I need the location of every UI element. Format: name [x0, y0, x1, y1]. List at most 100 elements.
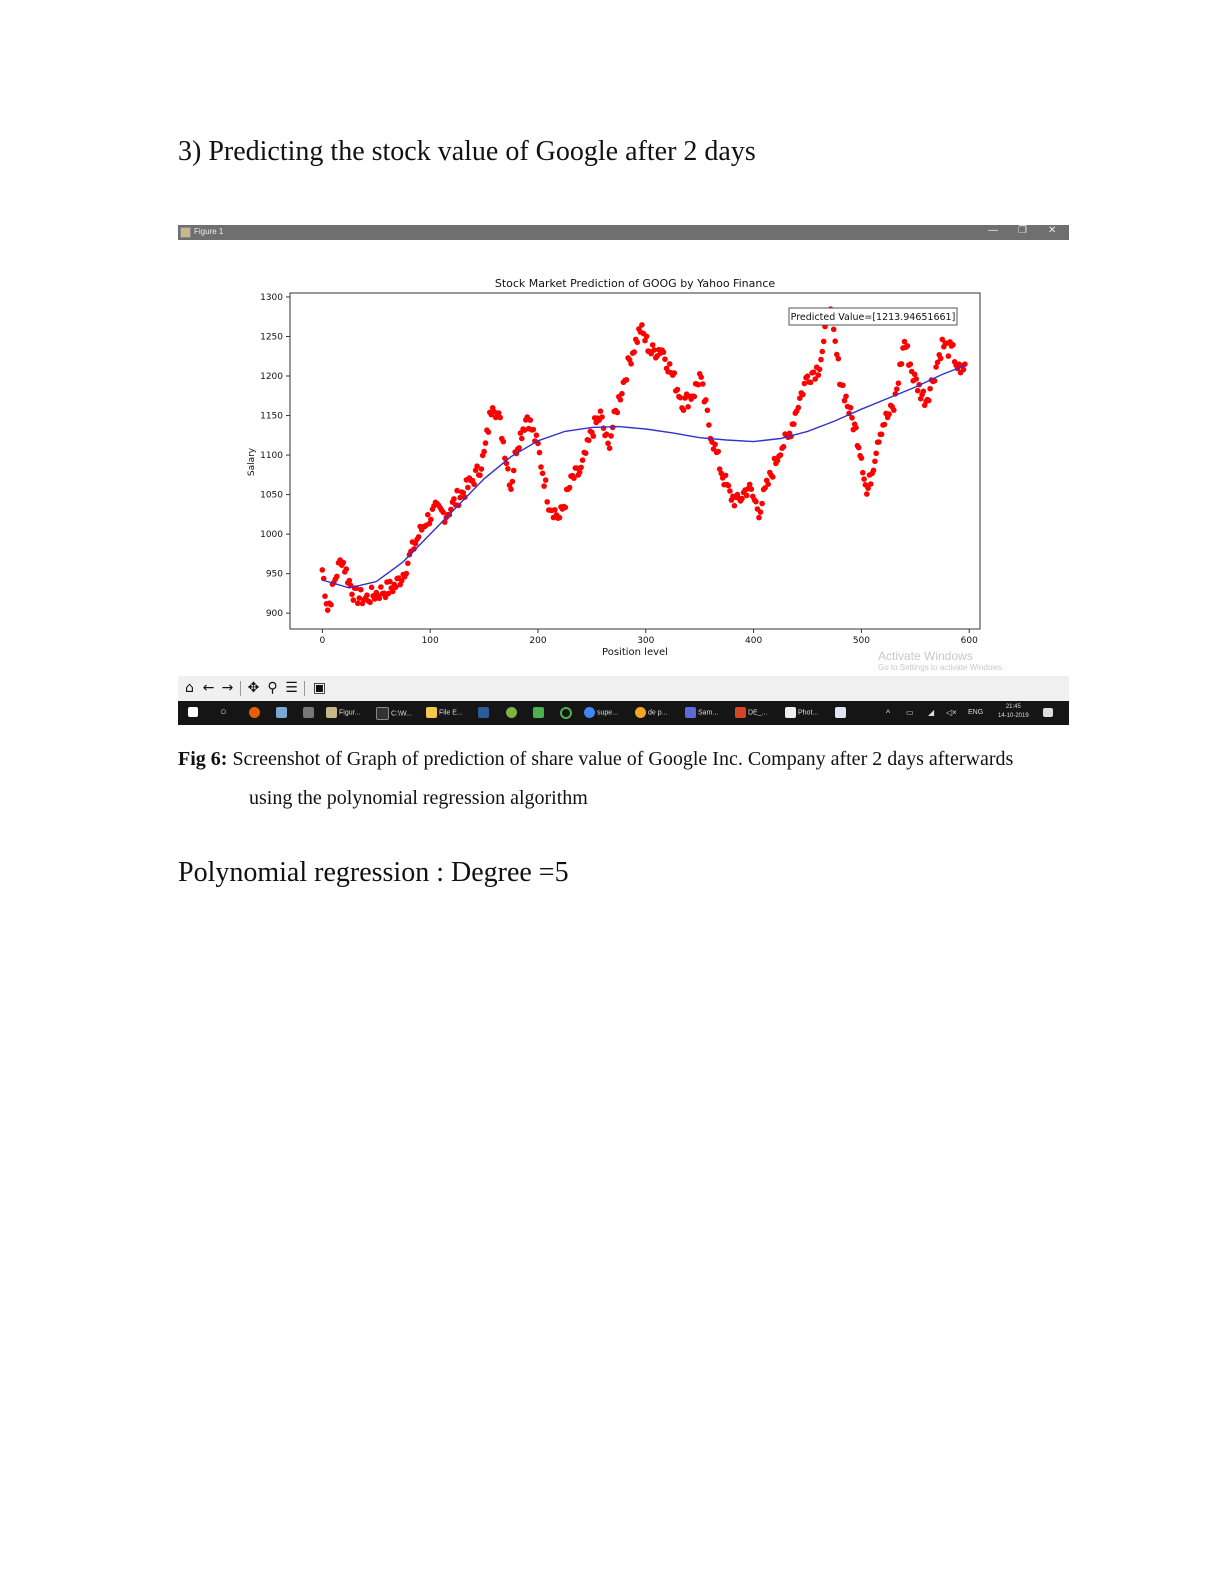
taskbar-item-powerpoint[interactable]: DE_... — [735, 707, 767, 719]
data-point — [795, 404, 802, 411]
data-point — [492, 414, 499, 421]
data-point — [904, 343, 911, 349]
start-icon[interactable] — [188, 707, 200, 719]
data-point — [403, 570, 410, 577]
data-point — [731, 502, 738, 509]
data-point — [495, 410, 502, 416]
volume-icon[interactable]: ◁× — [946, 708, 957, 717]
data-point — [471, 481, 477, 487]
data-point — [746, 481, 753, 488]
caption-line2: using the polynomial regression algorith… — [249, 787, 588, 809]
zoom-icon[interactable]: ⚲ — [267, 680, 278, 696]
taskbar-item-sam[interactable]: Sam... — [685, 707, 718, 719]
data-point — [843, 393, 849, 400]
data-point — [835, 355, 842, 362]
caption-line1: Fig 6: Screenshot of Graph of prediction… — [178, 740, 1078, 779]
data-point — [542, 477, 549, 483]
notification-icon[interactable] — [1043, 707, 1055, 719]
data-point — [571, 475, 577, 481]
plot-area: 0 100 200 300 400 500 600 900 950 1000 1050 1100 115… — [178, 240, 1069, 676]
taskbar-item-chrome[interactable]: supe... — [584, 707, 618, 719]
data-point — [765, 481, 771, 487]
forward-arrow-icon[interactable]: → — [221, 680, 234, 696]
data-point — [727, 488, 733, 494]
data-point — [812, 376, 818, 382]
wifi-icon[interactable]: ◢ — [928, 708, 935, 717]
network-icon[interactable]: ▭ — [906, 708, 914, 717]
data-point — [739, 495, 745, 502]
home-icon[interactable]: ⌂ — [185, 680, 194, 696]
android-icon[interactable] — [506, 707, 519, 719]
java-icon[interactable] — [835, 707, 848, 719]
data-point — [460, 490, 467, 496]
pan-icon[interactable]: ✥ — [247, 680, 260, 696]
chevron-up-icon[interactable]: ^ — [886, 708, 891, 718]
configure-subplots-icon[interactable]: ☰ — [285, 680, 298, 696]
data-point — [801, 380, 808, 387]
data-point — [810, 369, 817, 375]
data-point — [541, 483, 547, 489]
taskbar-item-search[interactable]: de p... — [635, 707, 667, 719]
data-point — [878, 431, 885, 438]
figure-screenshot: Figure 1 — ❐ ✕ 0 100 200 300 400 500 600 900 950… — [178, 225, 1069, 725]
data-point — [791, 421, 797, 427]
sync-icon[interactable] — [560, 707, 574, 719]
data-point — [698, 374, 704, 380]
taskbar-item-photos[interactable]: Phot... — [785, 707, 818, 719]
back-arrow-icon[interactable]: ← — [202, 680, 215, 696]
data-point — [527, 417, 534, 423]
app-icon[interactable] — [303, 707, 316, 719]
data-point — [324, 607, 331, 613]
taskbar-item-file-explorer[interactable]: File E... — [426, 707, 463, 719]
data-point — [398, 578, 405, 584]
minimize-button[interactable]: — — [988, 225, 998, 236]
data-point — [937, 355, 944, 362]
data-point — [368, 584, 375, 591]
data-point — [907, 361, 914, 367]
data-point — [891, 407, 897, 413]
data-point — [385, 590, 392, 597]
data-point — [576, 469, 583, 475]
close-button[interactable]: ✕ — [1048, 225, 1057, 236]
data-point — [606, 445, 613, 451]
clock[interactable]: 21:45 14-10-2019 — [998, 703, 1029, 719]
data-point — [815, 372, 822, 378]
store-icon[interactable] — [533, 707, 546, 719]
python-icon[interactable] — [478, 707, 491, 719]
caption-label: Fig 6: — [178, 748, 228, 770]
data-point — [346, 577, 353, 584]
data-point — [873, 450, 879, 457]
data-point — [886, 411, 892, 417]
data-point — [691, 393, 698, 400]
data-point — [510, 467, 517, 474]
toolbar-separator — [240, 681, 241, 696]
data-point — [412, 540, 419, 547]
restore-button[interactable]: ❐ — [1018, 225, 1027, 236]
data-point — [816, 366, 823, 373]
degree-text: Polynomial regression : Degree =5 — [178, 857, 569, 888]
data-point — [516, 445, 522, 451]
x-tick-label: 100 — [422, 636, 439, 646]
data-point — [743, 492, 750, 499]
taskbar-item-cmd[interactable]: C:\W... — [376, 707, 412, 720]
language-indicator[interactable]: ENG — [968, 709, 984, 716]
cortana-icon[interactable]: ○ — [220, 706, 227, 718]
data-point — [392, 584, 399, 590]
data-point — [578, 464, 584, 471]
save-icon[interactable]: ▣ — [312, 680, 327, 696]
taskbar-item-figure[interactable]: Figur... — [326, 707, 360, 719]
editor-icon[interactable] — [276, 707, 289, 719]
data-point — [349, 591, 355, 598]
data-point — [482, 440, 489, 446]
data-point — [818, 356, 824, 363]
y-tick-label: 1250 — [260, 332, 283, 342]
data-point — [465, 484, 471, 491]
data-point — [376, 595, 383, 602]
data-point — [671, 370, 678, 376]
data-point — [858, 455, 865, 461]
data-point — [945, 353, 952, 359]
data-point — [950, 342, 956, 348]
firefox-icon[interactable] — [249, 707, 262, 719]
data-point — [704, 407, 711, 414]
activate-windows-watermark: Activate Windows Go to Settings to activ… — [878, 649, 1004, 672]
